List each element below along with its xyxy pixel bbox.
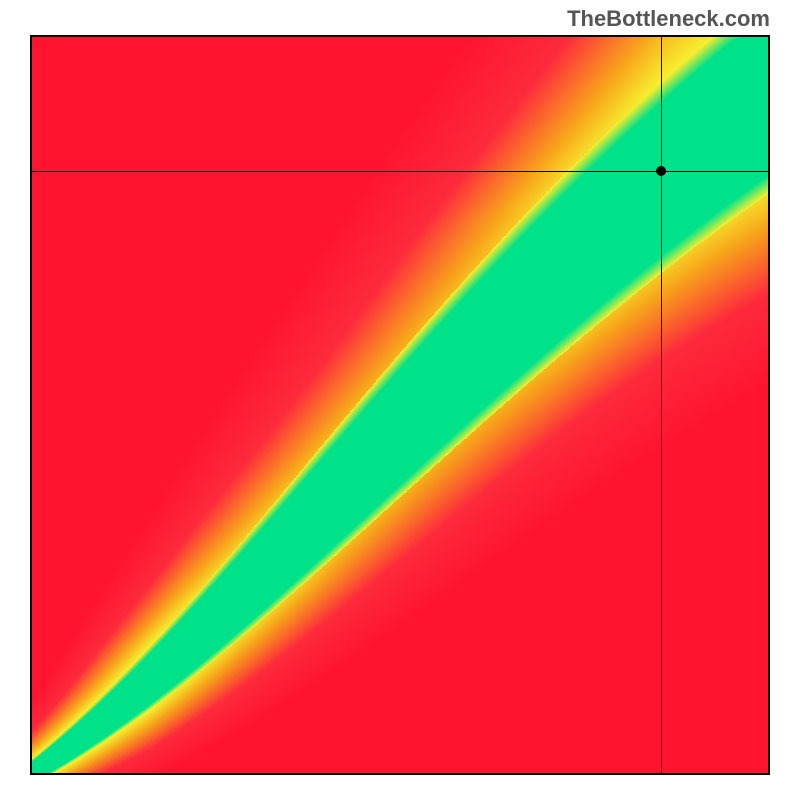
heatmap-chart — [30, 35, 770, 775]
root: TheBottleneck.com — [0, 0, 800, 800]
heatmap-canvas — [32, 37, 768, 773]
marker-point — [656, 166, 666, 176]
crosshair-vertical — [661, 37, 662, 773]
watermark-text: TheBottleneck.com — [567, 6, 770, 32]
